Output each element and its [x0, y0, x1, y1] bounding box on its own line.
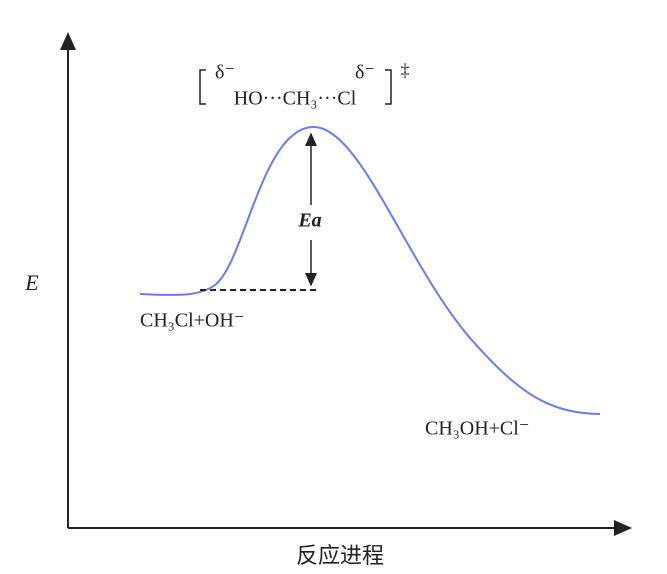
products-label: CH₃OH+Cl⁻ [425, 418, 529, 440]
energy-curve [139, 125, 601, 415]
y-axis-label: E [24, 270, 39, 295]
left-bracket [199, 69, 206, 105]
charge-right: δ⁻ [355, 62, 375, 84]
transition-state: HO···CH₃···Cl [234, 88, 357, 110]
charge-left: δ⁻ [215, 62, 235, 84]
ea-label: Ea [297, 210, 321, 232]
x-axis-label: 反应进程 [296, 543, 384, 568]
double-dagger: ‡ [401, 60, 410, 80]
reactants-label: CH₃Cl+OH⁻ [140, 310, 244, 332]
right-bracket [385, 69, 392, 105]
